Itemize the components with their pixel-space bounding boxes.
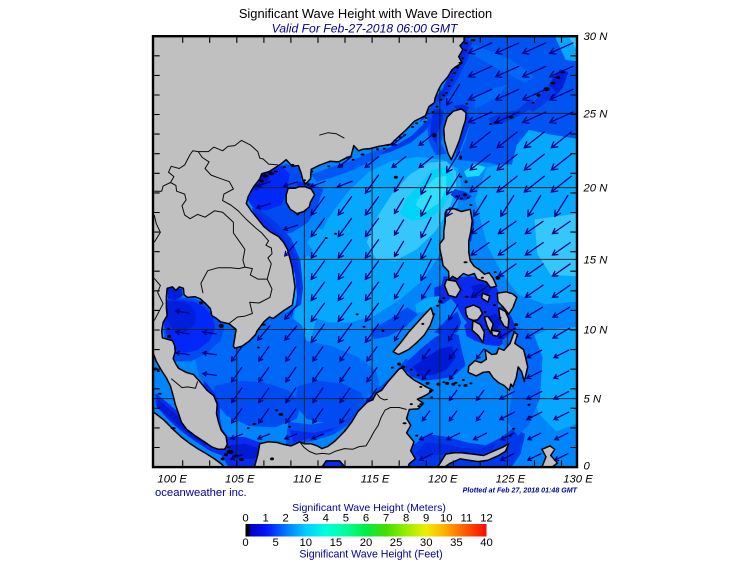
svg-text:20 N: 20 N — [583, 183, 609, 195]
svg-text:1: 1 — [262, 513, 268, 525]
svg-text:2: 2 — [283, 513, 289, 525]
svg-text:130 E: 130 E — [563, 474, 593, 486]
svg-text:5: 5 — [343, 513, 349, 525]
svg-text:oceanweather inc.: oceanweather inc. — [155, 487, 247, 499]
svg-text:30 N: 30 N — [584, 31, 609, 43]
svg-text:0: 0 — [584, 461, 591, 473]
svg-text:35: 35 — [450, 537, 463, 549]
svg-text:7: 7 — [383, 513, 389, 525]
svg-text:20: 20 — [360, 537, 373, 549]
svg-text:100 E: 100 E — [157, 474, 187, 486]
svg-text:Significant Wave Height (Meter: Significant Wave Height (Meters) — [292, 502, 446, 514]
svg-text:110 E: 110 E — [293, 474, 322, 486]
svg-text:120 E: 120 E — [428, 474, 458, 486]
svg-text:6: 6 — [363, 513, 369, 525]
svg-text:Valid For Feb-27-2018 06:00 GM: Valid For Feb-27-2018 06:00 GMT — [272, 22, 459, 36]
svg-text:4: 4 — [323, 513, 329, 525]
svg-text:5: 5 — [272, 537, 278, 549]
svg-text:15: 15 — [330, 537, 343, 549]
svg-text:8: 8 — [403, 513, 409, 525]
svg-text:40: 40 — [480, 537, 493, 549]
svg-text:0: 0 — [242, 513, 248, 525]
svg-text:10 N: 10 N — [584, 325, 609, 337]
svg-text:15 N: 15 N — [584, 254, 609, 266]
svg-text:25: 25 — [390, 537, 403, 549]
svg-text:Significant Wave Height (Feet): Significant Wave Height (Feet) — [299, 549, 442, 561]
svg-text:11: 11 — [461, 513, 473, 525]
svg-text:10: 10 — [300, 537, 313, 549]
svg-text:Plotted at Feb 27, 2018 01:48: Plotted at Feb 27, 2018 01:48 GMT — [463, 487, 578, 495]
svg-text:12: 12 — [480, 513, 493, 525]
svg-text:125 E: 125 E — [496, 474, 526, 486]
svg-text:9: 9 — [423, 513, 429, 525]
svg-text:30: 30 — [420, 537, 433, 549]
svg-text:3: 3 — [303, 513, 309, 525]
svg-text:Significant Wave Height with W: Significant Wave Height with Wave Direct… — [239, 6, 492, 21]
svg-text:5 N: 5 N — [584, 394, 602, 406]
svg-text:10: 10 — [440, 513, 453, 525]
svg-text:105 E: 105 E — [225, 474, 255, 486]
svg-text:115 E: 115 E — [361, 474, 390, 486]
svg-text:25 N: 25 N — [583, 108, 609, 120]
svg-text:0: 0 — [242, 537, 248, 549]
